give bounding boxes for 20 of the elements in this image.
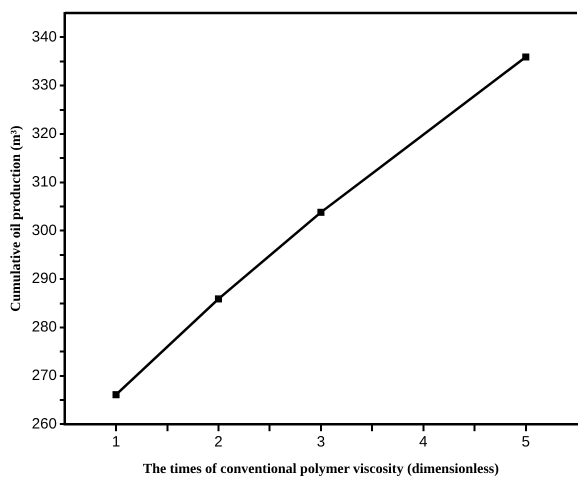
y-tick-label: 300	[32, 222, 57, 239]
x-axis-title: The times of conventional polymer viscosity (dimensionless)	[142, 462, 500, 478]
x-tick-label: 4	[419, 433, 428, 450]
y-tick-label: 330	[32, 76, 57, 94]
x-tick-label: 3	[316, 433, 326, 450]
x-tick-label: 2	[214, 433, 223, 450]
y-axis-title: Cumulative oil production (m³)	[9, 125, 24, 312]
x-tick-label: 5	[522, 433, 530, 450]
y-tick-label: 310	[32, 173, 57, 190]
y-tick-label: 340	[32, 28, 57, 46]
y-tick-label: 280	[32, 318, 57, 336]
y-tick-label: 290	[32, 270, 57, 288]
y-tick-label: 320	[32, 125, 57, 142]
y-tick-label: 260	[32, 415, 57, 432]
y-tick-label: 270	[32, 366, 57, 384]
point	[112, 391, 120, 398]
point	[317, 208, 324, 216]
x-tick-label: 1	[112, 433, 120, 450]
point	[522, 53, 530, 61]
point	[214, 295, 222, 302]
